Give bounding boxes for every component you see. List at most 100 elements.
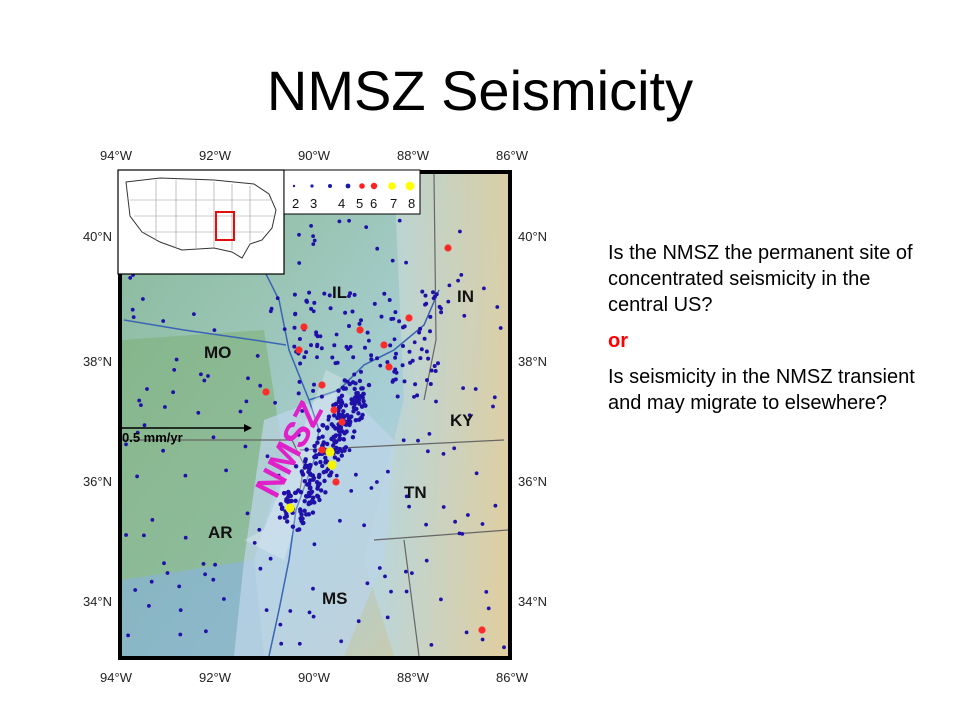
earthquake-dot (457, 531, 462, 536)
state-label-in: IN (457, 287, 474, 306)
earthquake-dot (361, 398, 366, 404)
earthquake-dot (359, 369, 363, 374)
earthquake-dot (329, 470, 334, 475)
earthquake-dot (356, 619, 361, 624)
lat-label-right-40: 40°N (518, 229, 547, 244)
legend-dot (388, 182, 396, 190)
earthquake-dot (174, 357, 179, 362)
earthquake-dot (332, 413, 337, 418)
earthquake-dot (434, 292, 439, 297)
earthquake-dot (293, 498, 298, 503)
earthquake-dot (400, 363, 405, 368)
earthquake-dot (311, 309, 316, 314)
earthquake-dot (322, 291, 327, 296)
legend-dot (310, 184, 314, 188)
earthquake-dot (290, 524, 296, 529)
earthquake-dot (133, 588, 138, 592)
earthquake-dot (439, 597, 443, 602)
earthquake-dot (410, 571, 414, 575)
earthquake-dot (326, 414, 332, 419)
earthquake-dot (238, 409, 243, 414)
earthquake-dot (310, 510, 316, 515)
earthquake-dot (282, 491, 287, 496)
earthquake-dot (338, 518, 342, 523)
boundary-ms-al (403, 539, 420, 657)
earthquake-dot (341, 387, 346, 391)
earthquake-dot (491, 404, 495, 409)
legend-label-7: 7 (390, 196, 397, 211)
earthquake-dot (344, 429, 349, 434)
earthquake-dot (329, 436, 334, 442)
earthquake-dot (369, 486, 374, 490)
lon-label-top-88: 88°W (397, 148, 430, 163)
earthquake-dot (388, 343, 393, 348)
earthquake-dot (316, 436, 321, 441)
earthquake-dot (415, 393, 420, 398)
earthquake-dot (145, 387, 149, 391)
earthquake-dot (142, 533, 146, 538)
earthquake-dot (418, 356, 423, 361)
earthquake-dot (126, 633, 130, 638)
earthquake-dot (315, 486, 320, 491)
earthquake-dot (334, 401, 339, 407)
earthquake-dot (434, 399, 438, 404)
earthquake-dot (311, 234, 315, 238)
earthquake-dot (312, 382, 316, 387)
earthquake-dot (337, 432, 342, 438)
earthquake-dot (377, 566, 382, 570)
earthquake-dot-yellow (285, 503, 295, 513)
earthquake-dot (311, 586, 315, 591)
earthquake-dot (128, 276, 133, 280)
legend-label-2: 2 (292, 196, 299, 211)
earthquake-dot (360, 395, 365, 400)
earthquake-dot (402, 324, 407, 329)
lon-label-top-94: 94°W (100, 148, 133, 163)
earthquake-dot (326, 417, 331, 422)
earthquake-dot (286, 498, 292, 504)
earthquake-dot (255, 354, 260, 358)
earthquake-dot (178, 608, 183, 612)
inset-state-lines (130, 180, 274, 250)
earthquake-dot (257, 527, 262, 532)
earthquake-dot (309, 489, 315, 494)
earthquake-dot (423, 293, 428, 298)
earthquake-dot (407, 349, 412, 354)
earthquake-dot (394, 351, 398, 356)
earthquake-dot (436, 361, 440, 366)
earthquake-dot (316, 474, 322, 480)
earthquake-dot (466, 513, 470, 517)
earthquake-dot (245, 511, 250, 516)
earthquake-dot (192, 312, 196, 316)
earthquake-dot (357, 321, 362, 326)
earthquake-dot (150, 518, 155, 522)
earthquake-dot (362, 402, 367, 407)
earthquake-dot (353, 381, 358, 386)
earthquake-dot (199, 372, 203, 377)
earthquake-dot (213, 562, 218, 567)
earthquake-dot (141, 297, 145, 301)
earthquake-dot (312, 542, 317, 547)
earthquake-dot (162, 561, 166, 566)
earthquake-dot (441, 452, 446, 456)
earthquake-dot (350, 309, 355, 314)
earthquake-dot (351, 355, 356, 360)
earthquake-dot (462, 313, 467, 318)
earthquake-dot (419, 347, 424, 352)
earthquake-dot (391, 316, 396, 321)
earthquake-dot (340, 449, 344, 454)
lon-label-top-92: 92°W (199, 148, 232, 163)
earthquake-dot (339, 639, 344, 644)
earthquake-dot (456, 278, 460, 283)
earthquake-dot (460, 532, 465, 536)
earthquake-dot (417, 330, 422, 335)
earthquake-dot (292, 344, 297, 349)
earthquake-dot-red (356, 326, 364, 334)
state-label-ms: MS (322, 589, 348, 608)
earthquake-dot (365, 581, 370, 586)
earthquake-dot (375, 480, 379, 484)
earthquake-dot (171, 390, 175, 395)
earthquake-dot (296, 433, 301, 437)
earthquake-dot (312, 238, 317, 243)
legend-label-5: 5 (356, 196, 363, 211)
earthquake-dot (393, 310, 398, 315)
